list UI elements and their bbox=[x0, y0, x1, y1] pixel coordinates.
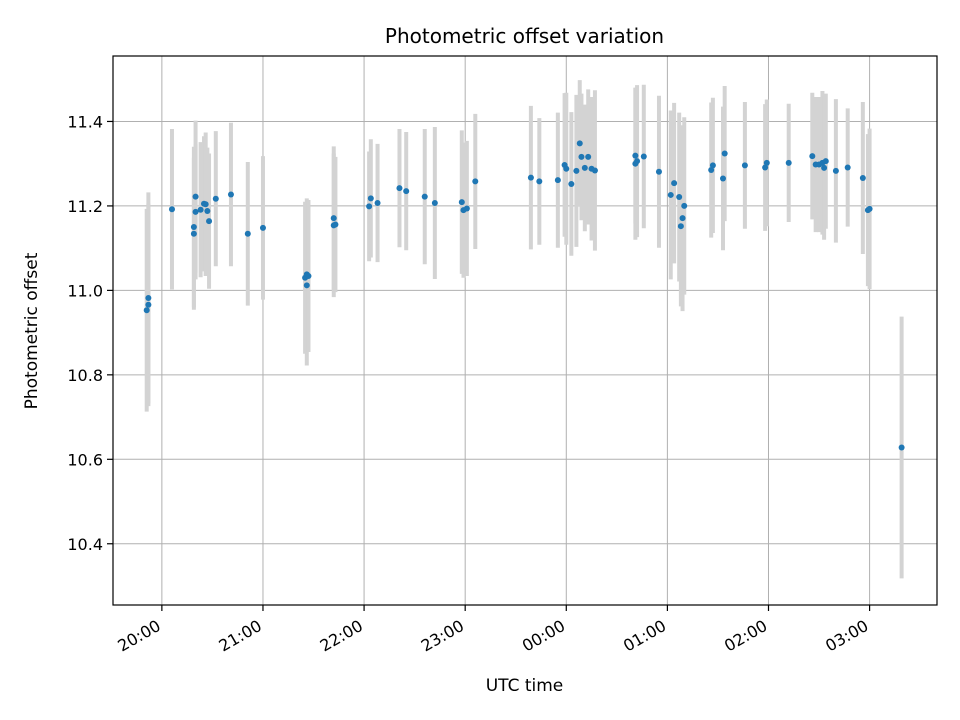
data-point bbox=[463, 205, 470, 212]
data-point bbox=[578, 153, 585, 160]
data-point bbox=[145, 301, 152, 308]
y-tick-label: 10.8 bbox=[67, 366, 103, 385]
data-point bbox=[212, 195, 219, 202]
data-point bbox=[431, 199, 438, 206]
data-point bbox=[190, 224, 197, 231]
y-tick-label: 11.4 bbox=[67, 112, 103, 131]
data-point bbox=[227, 191, 234, 198]
data-point bbox=[844, 164, 851, 171]
data-point bbox=[576, 140, 583, 147]
data-point bbox=[809, 153, 816, 160]
data-point bbox=[741, 162, 748, 169]
y-tick-label: 10.4 bbox=[67, 535, 103, 554]
data-point bbox=[472, 178, 479, 185]
data-point bbox=[832, 167, 839, 174]
data-point bbox=[202, 201, 209, 208]
data-point bbox=[634, 158, 641, 165]
data-point bbox=[554, 177, 561, 184]
data-point bbox=[332, 221, 339, 228]
data-point bbox=[721, 150, 728, 157]
data-point bbox=[677, 223, 684, 230]
data-point bbox=[859, 175, 866, 182]
data-point bbox=[197, 206, 204, 213]
x-axis-title: UTC time bbox=[486, 676, 564, 696]
data-point bbox=[785, 159, 792, 166]
data-point bbox=[192, 208, 199, 215]
data-point bbox=[244, 230, 251, 237]
data-point bbox=[708, 167, 715, 174]
data-point bbox=[632, 152, 639, 159]
data-point bbox=[655, 168, 662, 175]
y-axis-title: Photometric offset bbox=[22, 252, 42, 409]
data-point bbox=[192, 193, 199, 200]
data-point bbox=[667, 191, 674, 198]
data-point bbox=[591, 167, 598, 174]
data-point bbox=[305, 273, 312, 280]
y-tick-label: 10.6 bbox=[67, 450, 103, 469]
data-point bbox=[303, 282, 310, 289]
y-tick-label: 11.2 bbox=[67, 197, 103, 216]
data-point bbox=[366, 203, 373, 210]
data-point bbox=[822, 158, 829, 165]
data-point bbox=[168, 206, 175, 213]
data-point bbox=[206, 218, 213, 225]
data-point bbox=[762, 164, 769, 171]
data-point bbox=[585, 153, 592, 160]
data-point bbox=[190, 230, 197, 237]
data-point bbox=[573, 167, 580, 174]
data-point bbox=[898, 444, 905, 451]
data-point bbox=[145, 294, 152, 301]
plot-area-frame bbox=[112, 55, 938, 606]
data-point bbox=[143, 307, 150, 314]
data-point bbox=[374, 199, 381, 206]
data-point bbox=[421, 193, 428, 200]
data-point bbox=[568, 180, 575, 187]
y-tick-label: 11.0 bbox=[67, 281, 103, 300]
data-point bbox=[866, 205, 873, 212]
data-point bbox=[527, 174, 534, 181]
data-point bbox=[821, 164, 828, 171]
data-point bbox=[458, 199, 465, 206]
data-point bbox=[640, 153, 647, 160]
data-point bbox=[671, 180, 678, 187]
y-axis-ticks: 10.4 10.6 10.8 11.0 11.2 11.4 bbox=[67, 112, 113, 554]
chart-title: Photometric offset variation bbox=[385, 24, 664, 48]
data-point bbox=[679, 215, 686, 222]
data-point bbox=[330, 215, 337, 222]
data-point bbox=[581, 164, 588, 171]
data-point bbox=[259, 224, 266, 231]
data-point bbox=[204, 207, 211, 214]
data-point bbox=[709, 162, 716, 169]
data-point bbox=[396, 185, 403, 192]
data-point bbox=[403, 188, 410, 195]
data-point bbox=[763, 159, 770, 166]
data-point bbox=[563, 165, 570, 172]
data-point bbox=[681, 202, 688, 209]
data-point bbox=[676, 194, 683, 201]
data-point bbox=[367, 195, 374, 202]
data-point bbox=[536, 178, 543, 185]
data-points bbox=[143, 140, 905, 451]
data-point bbox=[719, 175, 726, 182]
